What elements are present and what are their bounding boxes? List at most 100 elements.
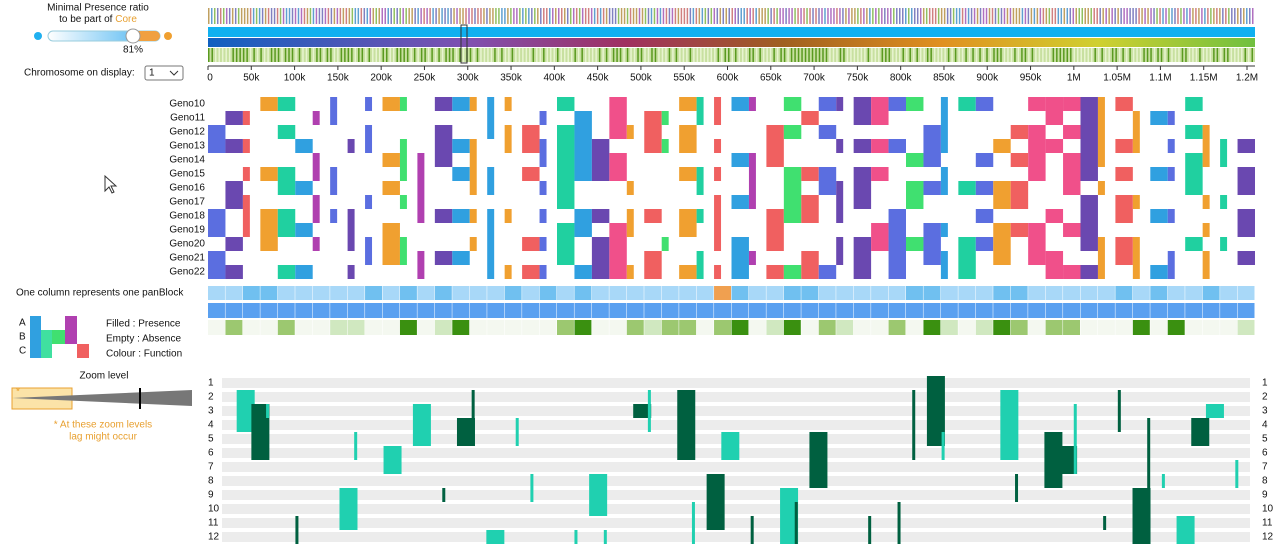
presence-block xyxy=(591,265,610,279)
panblock-cell xyxy=(1097,303,1115,318)
presence-block xyxy=(434,153,453,167)
presence-block xyxy=(1237,167,1255,181)
noise-line xyxy=(243,8,246,24)
track-label: 3 xyxy=(208,406,214,417)
chromosome-select[interactable] xyxy=(144,65,184,81)
stripe-line xyxy=(379,48,381,62)
stripe-line xyxy=(351,48,353,62)
axis-tick-label: 100k xyxy=(284,73,307,84)
noise-line xyxy=(405,8,407,24)
presence-block xyxy=(1237,181,1255,195)
track-block xyxy=(1147,474,1151,488)
presence-block xyxy=(504,97,512,111)
stripe-line xyxy=(284,48,287,62)
noise-line xyxy=(1204,8,1206,24)
noise-line xyxy=(1135,8,1137,24)
panblock-cell xyxy=(801,320,819,335)
axis-tick-label: 1.1M xyxy=(1149,73,1171,84)
noise-line xyxy=(399,8,401,24)
track-block xyxy=(1000,446,1019,460)
panblock-cell xyxy=(382,286,400,300)
stripe-line xyxy=(902,48,905,62)
presence-block xyxy=(783,195,802,209)
track-block xyxy=(809,446,828,460)
noise-line xyxy=(228,8,231,24)
stripe-line xyxy=(734,48,737,62)
presence-block xyxy=(644,125,662,139)
legend-bar xyxy=(52,330,65,344)
stripe-line xyxy=(574,48,576,62)
presence-block xyxy=(382,237,400,251)
presence-block xyxy=(923,181,941,195)
presence-block xyxy=(557,139,575,153)
presence-block xyxy=(225,195,243,209)
slider-knob[interactable] xyxy=(125,28,141,44)
noise-line xyxy=(899,8,901,24)
noise-line xyxy=(1198,8,1200,24)
stripe-line xyxy=(661,48,664,62)
presence-block xyxy=(1063,167,1081,181)
noise-line xyxy=(848,8,850,24)
panblock-cell xyxy=(644,303,662,318)
stripe-line xyxy=(1035,48,1037,62)
stripe-line xyxy=(515,48,517,62)
panblock-cell xyxy=(783,303,801,318)
presence-block xyxy=(574,223,592,237)
panblock-cell xyxy=(958,286,976,300)
presence-block xyxy=(312,111,320,125)
track-block xyxy=(1000,390,1019,404)
stripe-line xyxy=(539,48,542,62)
panblock-cell xyxy=(696,320,714,335)
stripe-line xyxy=(218,48,220,62)
stripe-line xyxy=(452,48,454,62)
noise-line xyxy=(955,8,958,24)
panblock-cell xyxy=(853,286,871,300)
stripe-line xyxy=(1108,48,1110,62)
noise-line xyxy=(453,8,455,24)
panblock-cell xyxy=(836,286,854,300)
noise-line xyxy=(1021,8,1024,24)
presence-block xyxy=(975,237,994,251)
presence-block xyxy=(958,237,976,251)
noise-line xyxy=(1222,8,1224,24)
stripe-line xyxy=(1073,48,1076,62)
stripe-line xyxy=(1230,48,1233,62)
noise-line xyxy=(282,8,285,24)
stripe-line xyxy=(996,48,999,62)
presence-block xyxy=(696,111,704,125)
presence-block xyxy=(766,237,784,251)
track-block xyxy=(236,418,255,432)
stripe-line xyxy=(1164,48,1166,62)
stripe-line xyxy=(1241,48,1243,62)
stripe-line xyxy=(780,48,782,62)
overview-window[interactable] xyxy=(460,24,468,64)
slider-min xyxy=(34,32,42,40)
noise-line xyxy=(659,8,662,24)
presence-block xyxy=(399,195,407,209)
presence-block xyxy=(1097,111,1105,125)
noise-line xyxy=(1024,8,1027,24)
panblock-cell xyxy=(888,286,906,300)
stripe-line xyxy=(640,48,643,62)
stripe-line xyxy=(682,48,685,62)
noise-line xyxy=(878,8,880,24)
noise-line xyxy=(459,8,461,24)
stripe-line xyxy=(1094,48,1096,62)
noise-line xyxy=(222,8,225,24)
noise-line xyxy=(315,8,318,24)
track-block xyxy=(589,502,608,516)
noise-line xyxy=(767,8,769,24)
panblock-cell xyxy=(242,303,260,318)
presence-block xyxy=(1097,237,1105,251)
track-block xyxy=(383,460,402,474)
presence-block xyxy=(1220,139,1228,153)
stripe-line xyxy=(878,48,880,62)
noise-line xyxy=(1186,8,1188,24)
noise-line xyxy=(1123,8,1125,24)
axis-tick-label: 800k xyxy=(890,73,913,84)
stripe-line xyxy=(926,48,929,62)
axis-tick-label: 1.15M xyxy=(1190,73,1218,84)
presence-block xyxy=(399,139,407,153)
noise-line xyxy=(483,8,485,24)
